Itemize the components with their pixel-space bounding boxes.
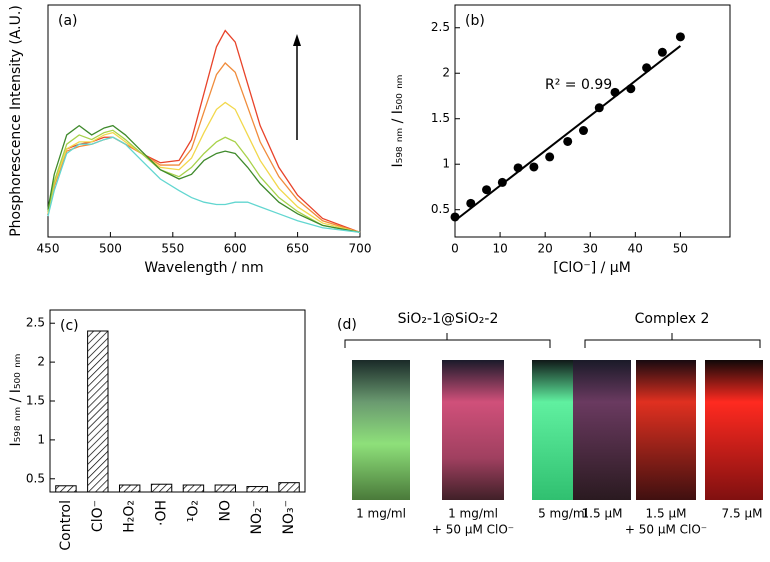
vial-caption: 7.5 μM bbox=[722, 507, 763, 521]
panel-label: (a) bbox=[58, 13, 78, 29]
point bbox=[545, 152, 555, 162]
x-tick-label: 500 bbox=[99, 242, 122, 256]
vial bbox=[352, 360, 410, 500]
vial bbox=[636, 360, 696, 500]
spectrum-line bbox=[47, 136, 361, 234]
vial-caption: + 50 μM ClO⁻ bbox=[432, 523, 514, 537]
x-tick-label: NO₂⁻ bbox=[249, 500, 265, 535]
spectrum-line bbox=[47, 129, 361, 233]
spectrum-line bbox=[47, 101, 361, 233]
y-tick-label: 1.5 bbox=[431, 111, 450, 125]
point bbox=[657, 47, 667, 57]
bar bbox=[278, 482, 300, 493]
x-tick-label: ¹O₂ bbox=[185, 500, 201, 522]
plot-frame bbox=[47, 4, 361, 238]
y-tick-label: 1.5 bbox=[26, 394, 45, 408]
x-tick-label: 700 bbox=[349, 242, 372, 256]
y-axis-label: I₅₉₈ ₙₘ / I₅₀₀ ₙₘ bbox=[390, 74, 406, 167]
y-axis-label: I₅₉₈ ₙₘ / I₅₀₀ ₙₘ bbox=[8, 353, 24, 446]
x-tick-label: 600 bbox=[224, 242, 247, 256]
point bbox=[482, 185, 492, 195]
bar bbox=[182, 484, 205, 493]
group-title: Complex 2 bbox=[635, 311, 710, 327]
x-tick-label: 30 bbox=[583, 242, 598, 256]
vial bbox=[705, 360, 763, 500]
point bbox=[466, 198, 476, 208]
x-tick-label: 650 bbox=[286, 242, 309, 256]
x-tick-label: 50 bbox=[673, 242, 688, 256]
y-tick-label: 2 bbox=[442, 66, 450, 80]
vial bbox=[442, 360, 504, 500]
panel-label: (b) bbox=[465, 13, 485, 29]
panel-label: (d) bbox=[337, 317, 357, 333]
point bbox=[578, 126, 588, 136]
x-tick-label: NO₃⁻ bbox=[281, 500, 297, 535]
bar bbox=[246, 486, 268, 493]
x-tick-label: NO bbox=[217, 500, 233, 522]
spectrum-line bbox=[47, 124, 361, 233]
point bbox=[642, 63, 652, 73]
vial bbox=[573, 360, 631, 500]
spectrum-line bbox=[47, 62, 361, 233]
point bbox=[610, 87, 620, 97]
x-tick-label: 450 bbox=[37, 242, 60, 256]
panel-label: (c) bbox=[60, 318, 79, 334]
point bbox=[563, 136, 573, 146]
plot-frame bbox=[454, 4, 731, 238]
annotation: R² = 0.99 bbox=[545, 77, 612, 93]
x-tick-label: ClO⁻ bbox=[90, 500, 106, 532]
vial-caption: 1.5 μM bbox=[646, 507, 687, 521]
spectrum-line bbox=[47, 29, 361, 233]
point bbox=[626, 84, 636, 94]
x-tick-label: 550 bbox=[161, 242, 184, 256]
point bbox=[529, 162, 539, 172]
fit-line bbox=[454, 45, 682, 222]
point bbox=[594, 103, 604, 113]
x-tick-label: 0 bbox=[451, 242, 459, 256]
x-tick-label: H₂O₂ bbox=[122, 500, 138, 533]
y-tick-label: 1 bbox=[442, 157, 450, 171]
y-tick-label: 2.5 bbox=[431, 20, 450, 34]
point bbox=[513, 163, 523, 173]
point bbox=[675, 32, 685, 42]
x-axis-label: [ClO⁻] / μM bbox=[553, 260, 631, 276]
y-tick-label: 0.5 bbox=[26, 471, 45, 485]
x-tick-label: 40 bbox=[628, 242, 643, 256]
brace bbox=[584, 333, 761, 348]
x-tick-label: Control bbox=[58, 500, 74, 551]
brace bbox=[344, 333, 551, 348]
arrow-head bbox=[293, 34, 301, 46]
y-tick-label: 2 bbox=[37, 355, 45, 369]
vial-caption: + 50 μM ClO⁻ bbox=[625, 523, 707, 537]
x-tick-label: 20 bbox=[538, 242, 553, 256]
y-tick-label: 0.5 bbox=[431, 202, 450, 216]
point bbox=[497, 177, 507, 187]
group-title: SiO₂-1@SiO₂-2 bbox=[398, 311, 499, 327]
x-tick-label: ·OH bbox=[154, 500, 170, 526]
y-tick-label: 1 bbox=[37, 432, 45, 446]
bar bbox=[150, 483, 173, 493]
x-axis-label: Wavelength / nm bbox=[144, 260, 263, 276]
x-tick-label: 10 bbox=[492, 242, 507, 256]
vial-caption: 1.5 μM bbox=[582, 507, 623, 521]
bar bbox=[55, 485, 77, 493]
panel-d: (d) SiO₂-1@SiO₂-2 Complex 2 bbox=[337, 311, 763, 500]
bar bbox=[214, 484, 237, 493]
bar bbox=[118, 484, 141, 493]
vial-caption: 1 mg/ml bbox=[356, 507, 406, 521]
point bbox=[450, 212, 460, 222]
y-axis-label: Phosphorescence Intensity (A.U.) bbox=[8, 5, 24, 237]
vial-caption: 1 mg/ml bbox=[448, 507, 498, 521]
bar bbox=[87, 330, 109, 493]
vial-caption: 5 mg/ml bbox=[538, 507, 588, 521]
y-tick-label: 2.5 bbox=[26, 316, 45, 330]
